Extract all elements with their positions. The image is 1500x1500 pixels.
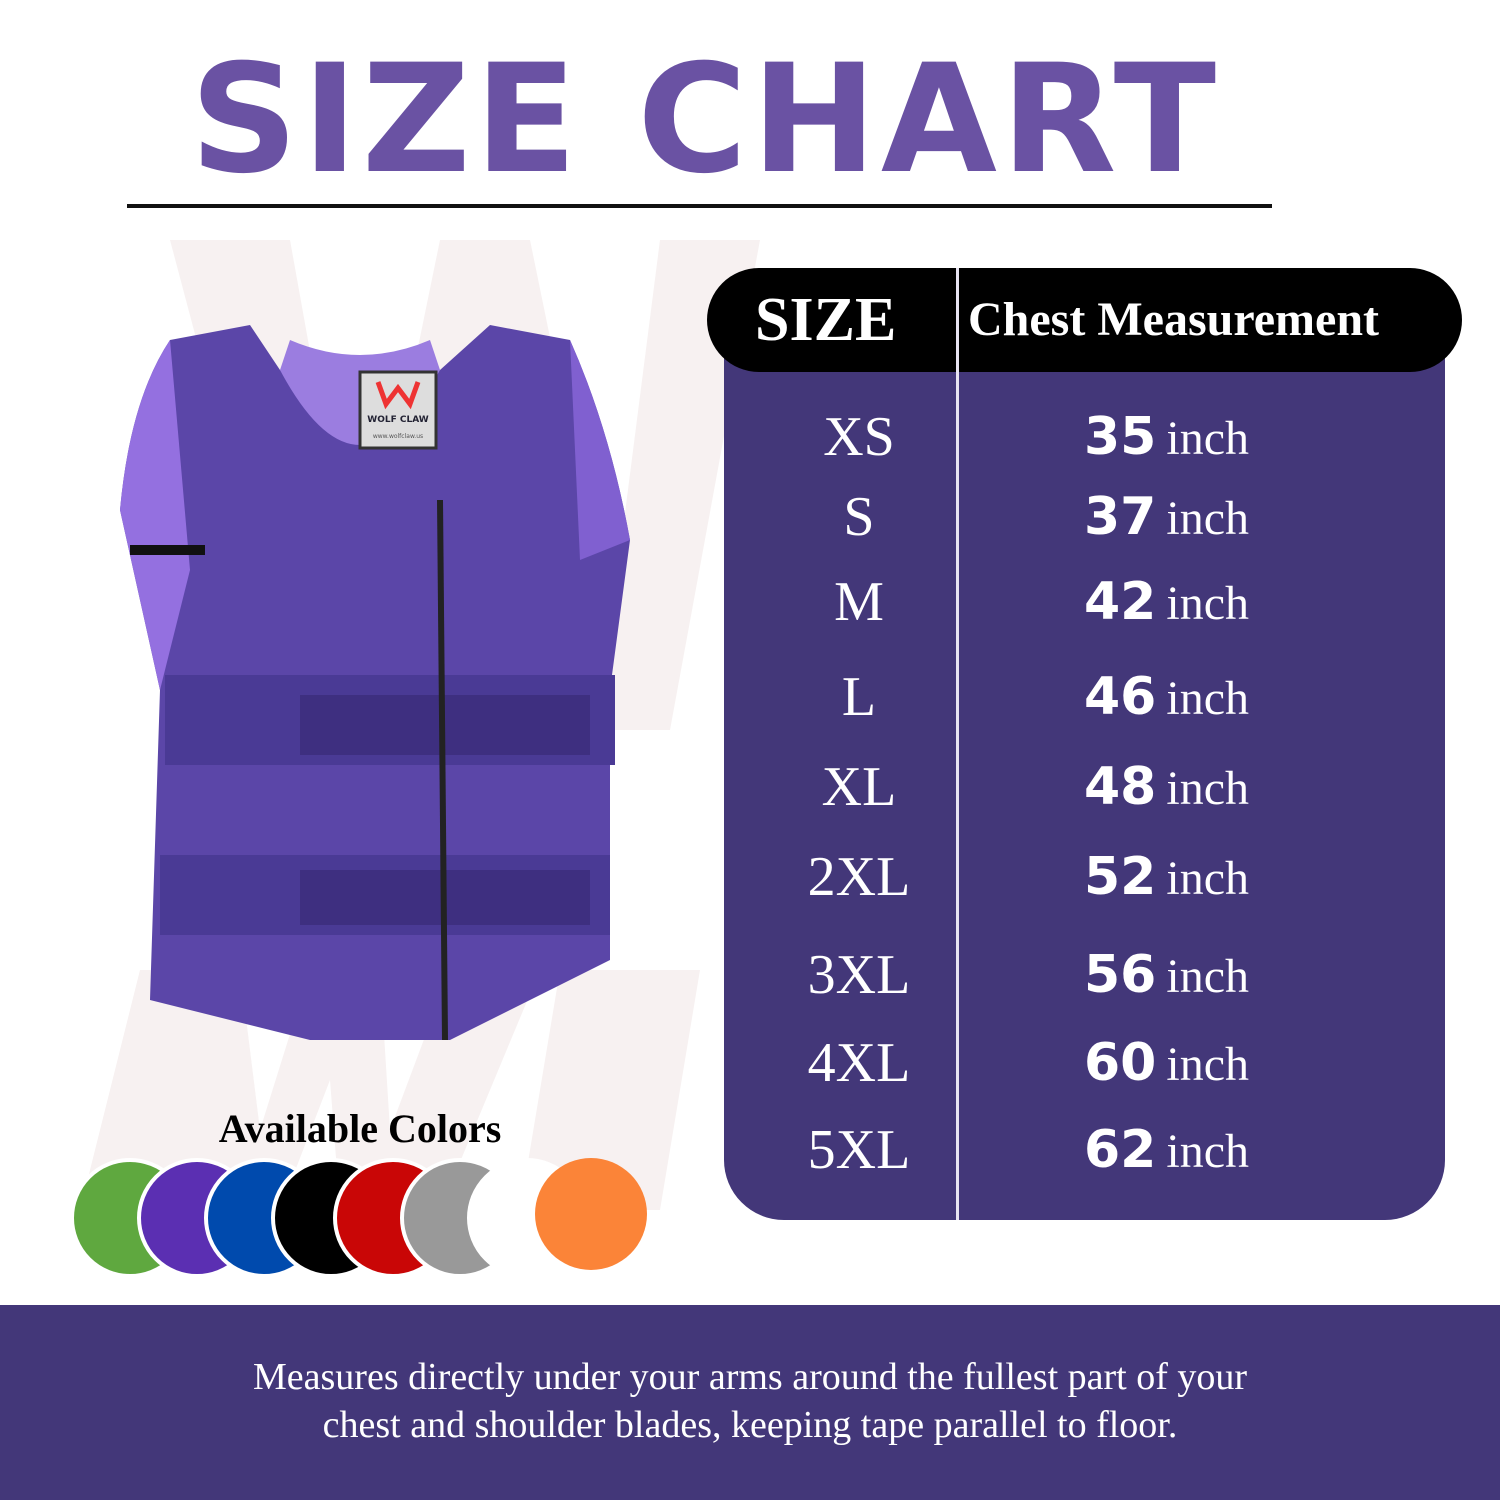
unit-label: inch [1166,762,1250,815]
table-row: XL 48 inch [724,747,1445,827]
table-row: 2XL 52 inch [724,837,1445,917]
color-swatch[interactable] [535,1158,647,1270]
unit-label: inch [1166,577,1250,630]
unit-label: inch [1166,1038,1250,1091]
chest-value: 52 [1084,847,1157,907]
chest-value: 48 [1084,757,1157,817]
table-row: XS 35 inch [724,397,1445,477]
chest-value: 42 [1084,572,1157,632]
size-cell: S [843,486,875,548]
chest-cell: 48 inch [1084,747,1384,839]
size-cell: 4XL [807,1032,911,1094]
chest-cell: 35 inch [1084,397,1384,489]
size-cell: 3XL [807,944,911,1006]
size-cell: 5XL [807,1119,911,1181]
chest-cell: 37 inch [1084,477,1384,569]
size-cell: XS [823,406,895,468]
chest-cell: 60 inch [1084,1023,1384,1115]
vest-image: WOLF CLAW www.wolfclaw.us [120,325,630,1041]
available-colors-label: Available Colors [218,1106,502,1151]
table-row: M 42 inch [724,562,1445,642]
chest-cell: 42 inch [1084,562,1384,654]
unit-label: inch [1166,1125,1250,1178]
column-divider [956,268,959,1220]
footer-band: Measures directly under your arms around… [0,1305,1500,1500]
table-row: 5XL 62 inch [724,1110,1445,1190]
unit-label: inch [1166,852,1250,905]
unit-label: inch [1166,492,1250,545]
chest-cell: 52 inch [1084,837,1384,929]
header-size: SIZE [755,286,897,354]
chest-cell: 56 inch [1084,935,1384,1027]
table-row: S 37 inch [724,477,1445,557]
table-row: 3XL 56 inch [724,935,1445,1015]
header-chest: Chest Measurement [968,293,1380,346]
instruction-line-2: chest and shoulder blades, keeping tape … [322,1404,1178,1446]
size-table [724,330,1445,1220]
chest-cell: 46 inch [1084,657,1384,749]
chest-value: 62 [1084,1120,1157,1180]
size-cell: 2XL [807,846,911,908]
size-cell: L [841,666,877,728]
unit-label: inch [1166,412,1250,465]
table-row: L 46 inch [724,657,1445,737]
chest-value: 46 [1084,667,1157,727]
measuring-instructions: Measures directly under your arms around… [0,1353,1500,1449]
chest-cell: 62 inch [1084,1110,1384,1202]
unit-label: inch [1166,672,1250,725]
table-header [707,268,1462,372]
size-cell: XL [821,756,897,818]
instruction-line-1: Measures directly under your arms around… [252,1356,1248,1398]
title-divider [127,204,1272,208]
chest-value: 35 [1084,407,1157,467]
page-title: SIZE CHART [189,33,1221,207]
chest-value: 60 [1084,1033,1157,1093]
unit-label: inch [1166,950,1250,1003]
label-brand: WOLF CLAW [367,415,428,425]
table-row: 4XL 60 inch [724,1023,1445,1103]
chest-value: 56 [1084,945,1157,1005]
size-cell: M [834,571,884,633]
chest-value: 37 [1084,487,1157,547]
label-url: www.wolfclaw.us [373,433,423,440]
